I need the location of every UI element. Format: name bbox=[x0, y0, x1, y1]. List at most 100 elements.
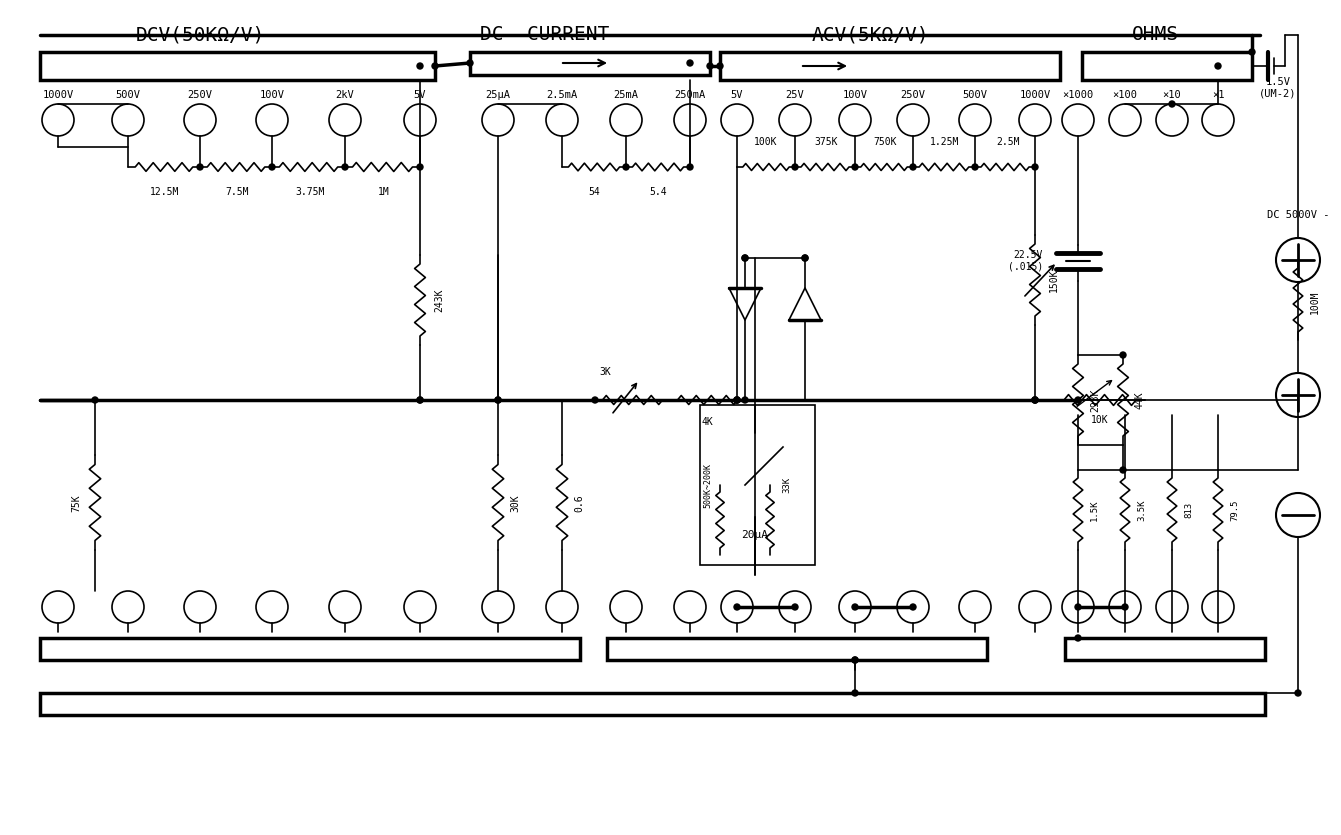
Text: 4K: 4K bbox=[701, 417, 713, 427]
Circle shape bbox=[1033, 397, 1038, 403]
Text: 30K: 30K bbox=[510, 494, 520, 512]
Bar bbox=[40, 52, 434, 80]
Circle shape bbox=[802, 255, 809, 261]
Bar bbox=[720, 52, 1059, 80]
Text: 12.5M: 12.5M bbox=[150, 187, 180, 197]
Text: 100V: 100V bbox=[260, 90, 284, 100]
Text: 20μA: 20μA bbox=[742, 530, 768, 540]
Circle shape bbox=[793, 604, 798, 610]
Bar bbox=[1065, 638, 1265, 660]
Text: 79.5: 79.5 bbox=[1230, 499, 1239, 521]
Circle shape bbox=[1248, 49, 1255, 55]
Circle shape bbox=[1120, 352, 1126, 358]
Circle shape bbox=[802, 255, 809, 261]
Circle shape bbox=[793, 164, 798, 170]
Text: 44K: 44K bbox=[1134, 391, 1145, 409]
Text: 3K: 3K bbox=[599, 367, 611, 377]
Text: 1M: 1M bbox=[378, 187, 390, 197]
Text: 3.5K: 3.5K bbox=[1137, 499, 1147, 521]
Text: DC 5000V -: DC 5000V - bbox=[1267, 210, 1329, 220]
Circle shape bbox=[852, 164, 858, 170]
Circle shape bbox=[852, 657, 858, 663]
Text: 1000V: 1000V bbox=[1019, 90, 1050, 100]
Circle shape bbox=[1075, 604, 1081, 610]
Circle shape bbox=[1075, 635, 1081, 641]
Circle shape bbox=[852, 657, 858, 663]
Bar bbox=[40, 693, 1265, 715]
Circle shape bbox=[687, 164, 693, 170]
Circle shape bbox=[717, 63, 723, 69]
Circle shape bbox=[1122, 604, 1128, 610]
Circle shape bbox=[417, 397, 422, 403]
Circle shape bbox=[852, 690, 858, 696]
Text: 7.5M: 7.5M bbox=[225, 187, 248, 197]
Text: 2.5M: 2.5M bbox=[996, 137, 1019, 147]
Circle shape bbox=[197, 164, 202, 170]
Circle shape bbox=[742, 255, 748, 261]
Text: 25V: 25V bbox=[786, 90, 805, 100]
Text: 250V: 250V bbox=[188, 90, 212, 100]
Circle shape bbox=[1120, 467, 1126, 473]
Circle shape bbox=[1033, 397, 1038, 403]
Circle shape bbox=[417, 397, 422, 403]
Circle shape bbox=[742, 255, 748, 261]
Text: DC  CURRENT: DC CURRENT bbox=[480, 26, 610, 44]
Text: 250mA: 250mA bbox=[675, 90, 705, 100]
Text: ×1: ×1 bbox=[1212, 90, 1224, 100]
Circle shape bbox=[624, 164, 629, 170]
Text: 250V: 250V bbox=[901, 90, 925, 100]
Circle shape bbox=[1033, 164, 1038, 170]
Bar bbox=[700, 405, 815, 565]
Text: 1.25M: 1.25M bbox=[931, 137, 960, 147]
Circle shape bbox=[707, 63, 713, 69]
Circle shape bbox=[734, 397, 740, 403]
Circle shape bbox=[734, 397, 740, 403]
Text: ×1000: ×1000 bbox=[1062, 90, 1094, 100]
Circle shape bbox=[417, 63, 422, 69]
Circle shape bbox=[495, 397, 502, 403]
Text: 1000V: 1000V bbox=[43, 90, 74, 100]
Text: 3.75M: 3.75M bbox=[295, 187, 325, 197]
Text: 5.4: 5.4 bbox=[649, 187, 666, 197]
Text: 2.5mA: 2.5mA bbox=[546, 90, 578, 100]
Text: 243K: 243K bbox=[434, 288, 444, 311]
Bar bbox=[469, 52, 709, 75]
Text: 10K: 10K bbox=[1092, 415, 1109, 425]
Text: OHMS: OHMS bbox=[1132, 26, 1179, 44]
Text: 75K: 75K bbox=[71, 494, 80, 512]
Circle shape bbox=[432, 63, 439, 69]
Circle shape bbox=[495, 397, 502, 403]
Text: 150K: 150K bbox=[1049, 268, 1059, 291]
Circle shape bbox=[911, 164, 916, 170]
Text: 5V: 5V bbox=[731, 90, 743, 100]
Text: 100V: 100V bbox=[842, 90, 868, 100]
Text: ACV(5KΩ/V): ACV(5KΩ/V) bbox=[811, 26, 929, 44]
Text: 25mA: 25mA bbox=[613, 90, 638, 100]
Circle shape bbox=[972, 164, 978, 170]
Text: 54: 54 bbox=[589, 187, 599, 197]
Text: ×10: ×10 bbox=[1163, 90, 1181, 100]
Text: 750K: 750K bbox=[873, 137, 897, 147]
Circle shape bbox=[734, 604, 740, 610]
Text: 500V: 500V bbox=[115, 90, 141, 100]
Text: 375K: 375K bbox=[814, 137, 838, 147]
Circle shape bbox=[591, 397, 598, 403]
Bar bbox=[40, 638, 581, 660]
Circle shape bbox=[270, 164, 275, 170]
Circle shape bbox=[1215, 63, 1222, 69]
Bar bbox=[607, 638, 987, 660]
Circle shape bbox=[852, 604, 858, 610]
Text: 100M: 100M bbox=[1310, 291, 1320, 314]
Circle shape bbox=[467, 60, 473, 66]
Text: 813: 813 bbox=[1184, 502, 1193, 518]
Text: 22.5V
(.015): 22.5V (.015) bbox=[1007, 250, 1043, 272]
Text: 2kV: 2kV bbox=[335, 90, 354, 100]
Text: 500V: 500V bbox=[963, 90, 987, 100]
Circle shape bbox=[342, 164, 349, 170]
Circle shape bbox=[1033, 397, 1038, 403]
Text: ×100: ×100 bbox=[1113, 90, 1137, 100]
Circle shape bbox=[742, 397, 748, 403]
Circle shape bbox=[687, 60, 693, 66]
Circle shape bbox=[1169, 101, 1175, 107]
Bar bbox=[1082, 52, 1252, 80]
